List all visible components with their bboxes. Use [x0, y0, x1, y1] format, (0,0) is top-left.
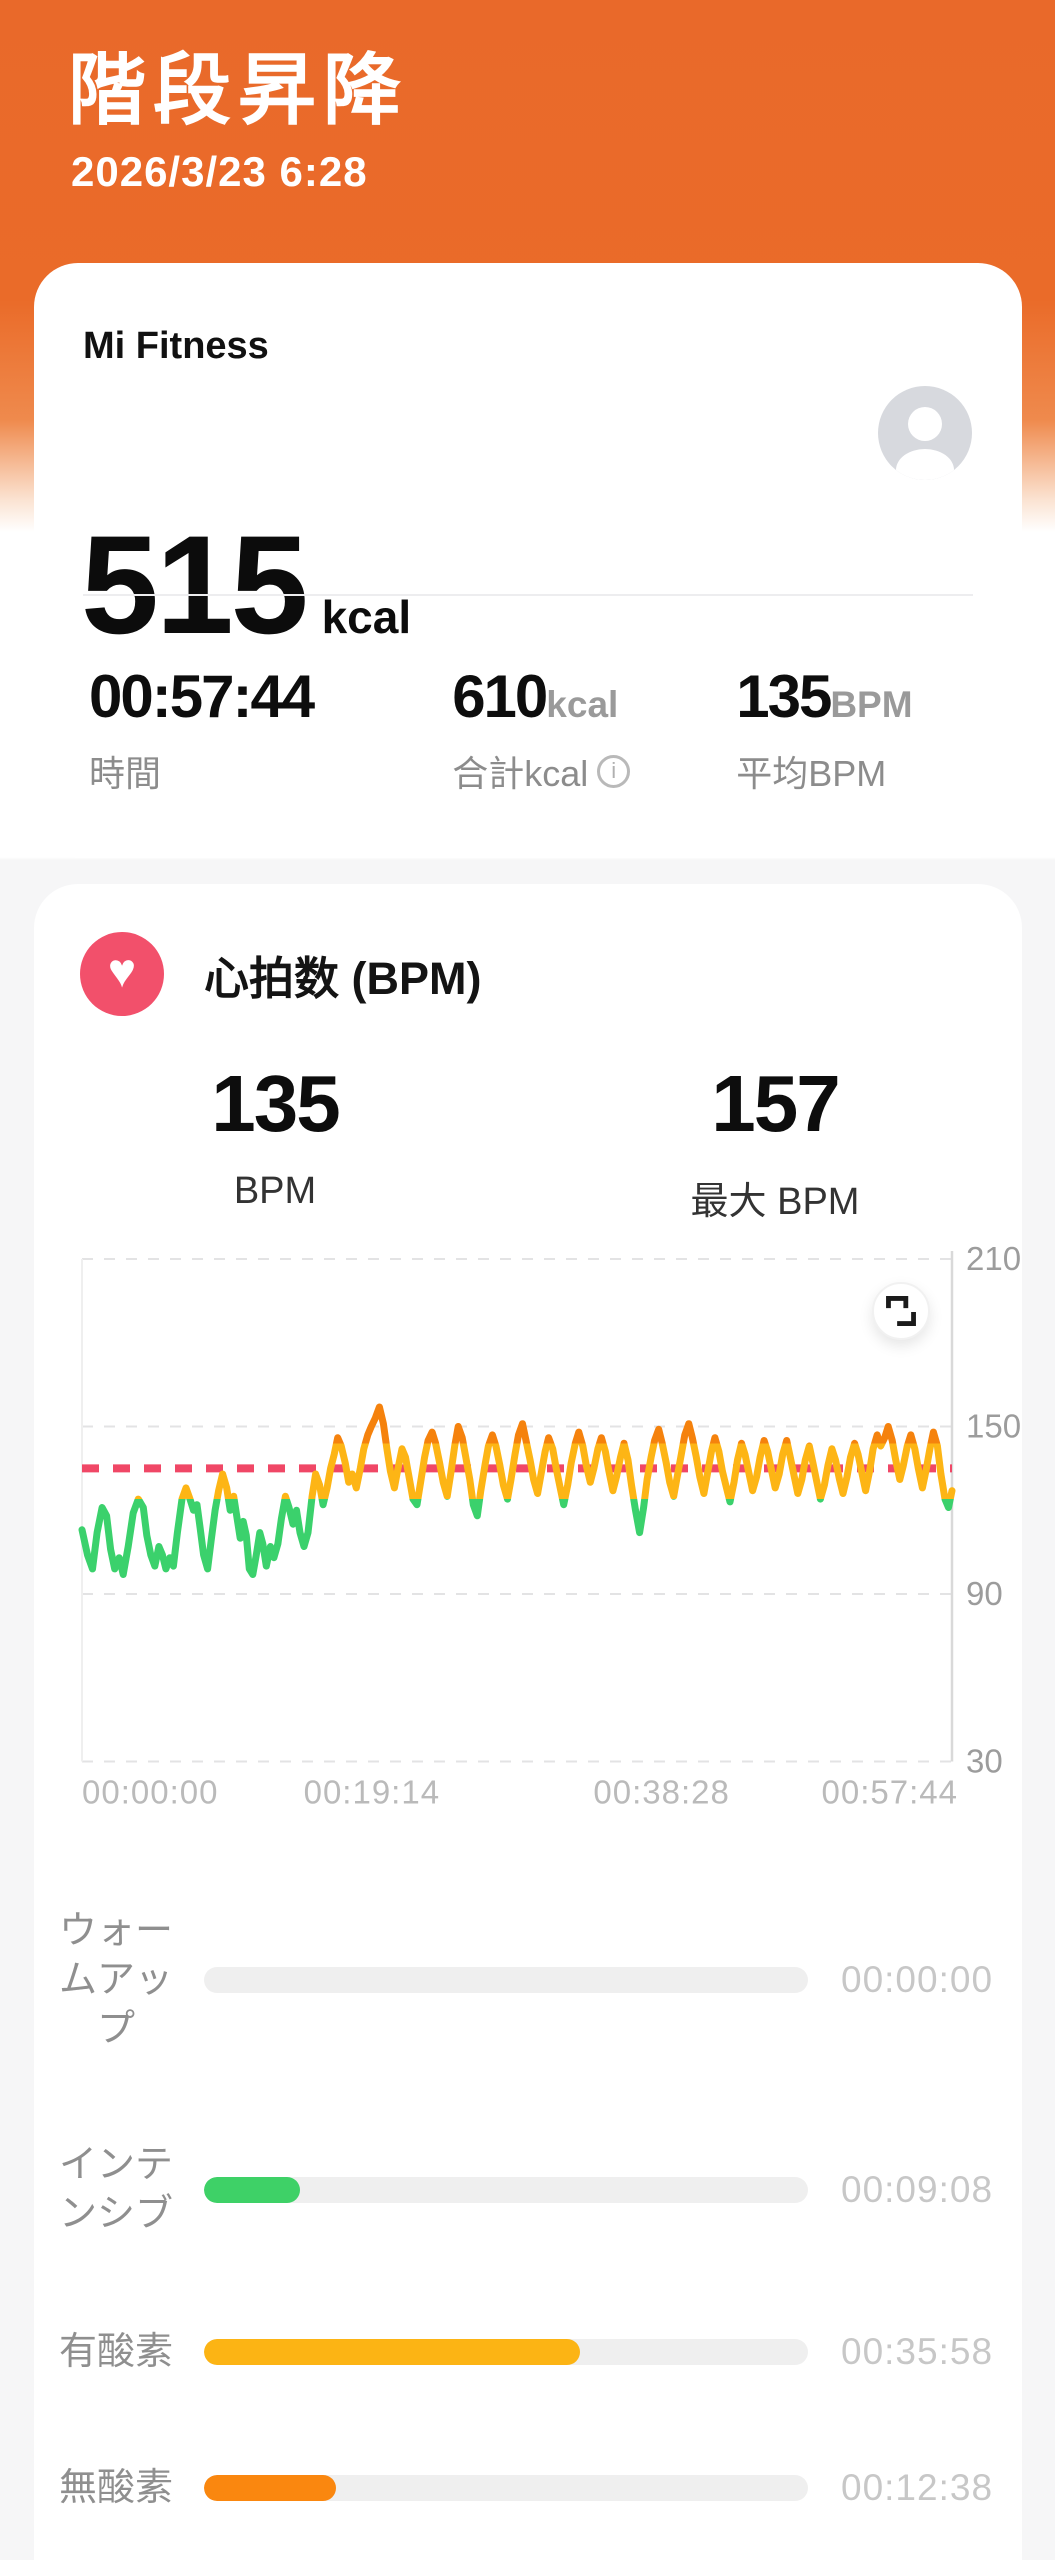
avg-bpm-value: 135 — [736, 663, 832, 730]
avg-bpm-label: 平均BPM — [736, 753, 887, 794]
heart-rate-header: ♥ 心拍数 (BPM) — [80, 932, 481, 1016]
page-title: 階段昇降 — [68, 46, 409, 134]
heart-rate-chart[interactable]: 210 150 90 30 00:00:00 00:19:14 00:38:28 00:57:… — [0, 1230, 1055, 1840]
person-icon — [896, 407, 954, 480]
avg-bpm-unit: BPM — [830, 684, 913, 725]
zone-intensive-value: 00:09:08 — [841, 2169, 994, 2210]
stat-total-kcal: 610 kcal 合計kcal i — [452, 663, 631, 797]
zone-anaerobic-value: 00:12:38 — [841, 2467, 994, 2508]
app-name: Mi Fitness — [83, 325, 269, 367]
zone-intensive-bar — [204, 2177, 808, 2203]
metric-avg-bpm: 135 BPM — [125, 1064, 425, 1213]
divider — [83, 594, 973, 596]
zone-aerobic-value: 00:35:58 — [841, 2331, 994, 2372]
zone-row-intensive: インテンシブ 00:09:08 — [34, 2090, 1022, 2290]
svg-text:150: 150 — [966, 1408, 1021, 1445]
avatar[interactable] — [878, 386, 972, 480]
svg-text:210: 210 — [966, 1240, 1021, 1277]
svg-text:00:38:28: 00:38:28 — [593, 1774, 729, 1811]
zone-intensive-label: インテンシブ — [58, 2144, 173, 2235]
heart-icon: ♥ — [80, 932, 164, 1016]
info-icon[interactable]: i — [597, 754, 631, 788]
zone-anaerobic-bar — [204, 2475, 808, 2501]
zone-aerobic-label: 有酸素 — [58, 2330, 173, 2373]
total-kcal-label: 合計kcal — [452, 753, 589, 794]
calories-total: 515 kcal — [81, 515, 411, 655]
metric-avg-bpm-label: BPM — [233, 1170, 317, 1212]
metric-max-bpm-label: 最大 BPM — [690, 1181, 860, 1223]
metric-avg-bpm-value: 135 — [211, 1059, 340, 1148]
svg-text:00:19:14: 00:19:14 — [304, 1774, 440, 1811]
zone-row-warmup: ウォームアップ 00:00:00 — [34, 1880, 1022, 2080]
metric-max-bpm: 157 最大 BPM — [625, 1064, 925, 1225]
svg-text:00:57:44: 00:57:44 — [822, 1774, 958, 1811]
zone-warmup-value: 00:00:00 — [841, 1959, 994, 2000]
heart-rate-card — [34, 884, 1022, 2560]
expand-icon — [886, 1296, 916, 1326]
zone-row-aerobic: 有酸素 00:35:58 — [34, 2252, 1022, 2452]
zone-row-anaerobic: 無酸素 00:12:38 — [34, 2388, 1022, 2560]
total-kcal-unit: kcal — [546, 684, 619, 725]
svg-text:30: 30 — [966, 1743, 1003, 1780]
stat-duration: 00:57:44 時間 — [89, 663, 315, 797]
expand-chart-button[interactable] — [872, 1282, 930, 1340]
stats-row: 00:57:44 時間 610 kcal 合計kcal i — [89, 667, 982, 797]
metric-max-bpm-value: 157 — [711, 1059, 840, 1148]
workout-datetime: 2026/3/23 6:28 — [71, 148, 368, 195]
total-kcal-value: 610 — [452, 663, 548, 730]
duration-value: 00:57:44 — [89, 663, 315, 730]
duration-label: 時間 — [89, 753, 162, 794]
zone-aerobic-bar — [204, 2339, 808, 2365]
svg-text:90: 90 — [966, 1575, 1003, 1612]
summary-card: Mi Fitness 515 kcal 00:57:44 時間 — [34, 263, 1022, 858]
zone-anaerobic-label: 無酸素 — [58, 2466, 173, 2509]
stat-avg-bpm: 135 BPM 平均BPM — [736, 667, 912, 797]
zone-warmup-bar — [204, 1967, 808, 1993]
calories-value: 515 — [81, 506, 309, 663]
heart-rate-title: 心拍数 (BPM) — [204, 952, 482, 1004]
zone-warmup-label: ウォームアップ — [58, 1909, 173, 2050]
calories-unit: kcal — [321, 591, 412, 643]
svg-text:00:00:00: 00:00:00 — [82, 1774, 218, 1811]
